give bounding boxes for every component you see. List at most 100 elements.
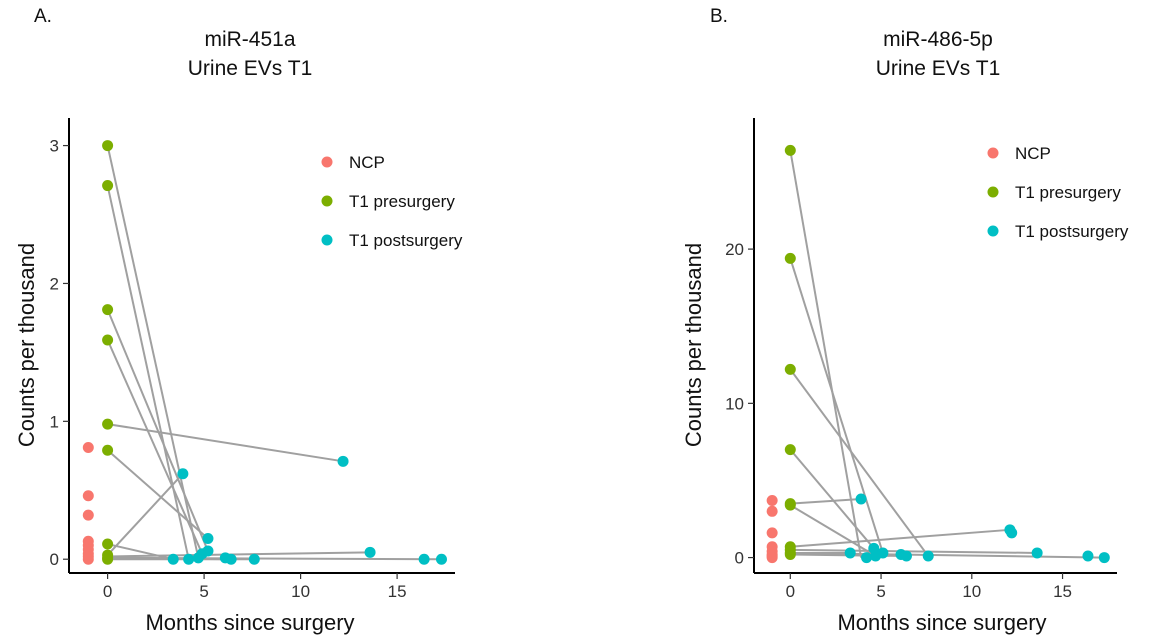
data-point	[435, 553, 447, 565]
chart-panel-a: A. miR-451a Urine EVs T1 Counts per thou…	[14, 6, 463, 635]
paired-line	[790, 497, 862, 505]
data-point	[102, 444, 114, 456]
paired-line	[789, 368, 930, 557]
data-point	[855, 493, 867, 505]
paired-line	[106, 473, 184, 556]
paired-line	[107, 543, 174, 561]
paired-line	[107, 423, 344, 463]
legend-swatch	[321, 234, 333, 246]
y-tick-label: 20	[725, 240, 744, 259]
data-point	[82, 509, 94, 521]
y-tick-label: 0	[735, 549, 744, 568]
x-tick-label: 15	[1053, 582, 1072, 601]
data-point	[202, 533, 214, 545]
x-tick-label: 10	[291, 582, 310, 601]
chart-panel-b: B. miR-486-5p Urine EVs T1 Counts per th…	[575, 0, 1149, 640]
chart-title: miR-486-5p Urine EVs T1	[838, 25, 1038, 83]
data-point	[102, 538, 114, 550]
chart-title-line1: miR-486-5p	[883, 28, 993, 51]
data-point	[177, 468, 189, 480]
data-point	[102, 553, 114, 565]
data-point	[225, 553, 237, 565]
data-point	[1006, 527, 1018, 539]
paired-line	[789, 504, 877, 557]
data-point	[766, 527, 778, 539]
legend-swatch	[321, 156, 333, 168]
data-point	[202, 545, 214, 557]
data-point	[167, 553, 179, 565]
data-point	[183, 553, 195, 565]
data-point	[248, 553, 260, 565]
data-point	[102, 334, 114, 346]
data-point	[82, 490, 94, 502]
data-point	[900, 550, 912, 562]
data-point	[784, 499, 796, 511]
legend-swatch	[987, 225, 999, 237]
paired-line	[106, 185, 190, 560]
paired-line	[789, 258, 884, 554]
data-point	[784, 144, 796, 156]
data-point	[784, 252, 796, 264]
x-tick-label: 5	[876, 582, 885, 601]
legend-label: NCP	[349, 153, 385, 172]
data-point	[784, 444, 796, 456]
data-point	[766, 495, 778, 507]
data-point	[102, 418, 114, 430]
data-point	[82, 442, 94, 454]
data-point	[1098, 552, 1110, 564]
x-tick-label: 0	[786, 582, 795, 601]
paired-line	[789, 150, 863, 558]
x-axis-label: Months since surgery	[837, 610, 1047, 635]
data-point	[861, 552, 873, 564]
x-axis-label: Months since surgery	[145, 610, 355, 635]
legend-swatch	[321, 195, 333, 207]
chart-title: miR-451a Urine EVs T1	[150, 25, 350, 83]
y-tick-label: 2	[50, 274, 59, 293]
data-point	[102, 180, 114, 192]
legend-label: T1 presurgery	[349, 192, 455, 211]
y-tick-label: 0	[50, 550, 59, 569]
legend-swatch	[987, 186, 999, 198]
data-point	[1082, 550, 1094, 562]
data-point	[784, 363, 796, 375]
chart-title-line2: Urine EVs T1	[875, 57, 1001, 80]
data-point	[844, 547, 856, 559]
data-point	[102, 140, 114, 152]
paired-line	[106, 309, 209, 552]
panel-letter: B.	[710, 6, 728, 27]
legend-label: NCP	[1015, 144, 1051, 163]
paired-line	[789, 448, 875, 549]
data-point	[1031, 547, 1043, 559]
data-point	[418, 553, 430, 565]
x-tick-label: 15	[388, 582, 407, 601]
y-tick-label: 10	[725, 394, 744, 413]
x-tick-label: 10	[962, 582, 981, 601]
data-point	[337, 455, 349, 467]
data-point	[766, 552, 778, 564]
chart-plot-area: 0 10 20 0 5 10 15 NCP T1 presurgery T1 postsurger…	[725, 118, 1129, 601]
data-point	[102, 304, 114, 316]
y-tick-label: 1	[50, 412, 59, 431]
y-tick-label: 3	[50, 137, 59, 156]
data-point	[364, 546, 376, 558]
x-tick-label: 0	[103, 582, 112, 601]
chart-plot-area: 0 1 2 3 0 5 10 15 NCP T1 presurgery T1 postsurgery	[50, 118, 463, 601]
legend-label: T1 postsurgery	[1015, 222, 1129, 241]
data-point	[766, 505, 778, 517]
chart-title-line2: Urine EVs T1	[187, 57, 313, 80]
paired-line	[107, 551, 371, 558]
paired-line	[106, 339, 204, 555]
data-point	[784, 548, 796, 560]
x-tick-label: 5	[199, 582, 208, 601]
data-point	[877, 547, 889, 559]
chart-title-line1: miR-451a	[204, 28, 296, 51]
panel-letter: A.	[34, 6, 52, 27]
paired-line	[106, 449, 209, 540]
paired-line	[790, 548, 1038, 554]
data-point	[82, 553, 94, 565]
data-point	[922, 550, 934, 562]
legend-label: T1 postsurgery	[349, 231, 463, 250]
legend-label: T1 presurgery	[1015, 183, 1121, 202]
legend-swatch	[987, 147, 999, 159]
paired-line	[790, 528, 1010, 548]
